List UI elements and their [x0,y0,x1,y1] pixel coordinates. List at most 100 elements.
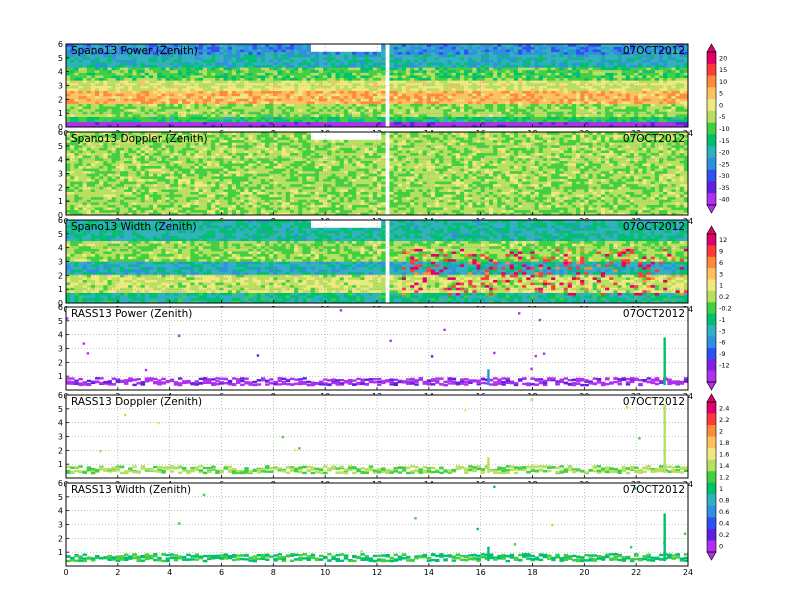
heatmap-cell [613,119,618,123]
heatmap-cell [215,56,220,60]
heatmap-cell [377,119,382,123]
heatmap-cell [472,59,477,63]
heatmap-cell [256,54,262,58]
heatmap-cell [364,77,370,81]
heatmap-cell [484,106,490,110]
heatmap-cell [165,62,170,66]
heatmap-cell [78,119,83,123]
heatmap-cell [269,106,274,110]
heatmap-cell [294,72,299,76]
heatmap-cell [393,116,399,120]
heatmap-cell [576,54,581,58]
heatmap-cell [538,64,544,68]
heatmap-cell [505,46,510,50]
heatmap-cell [381,80,386,84]
heatmap-cell [66,82,71,86]
heatmap-cell [74,54,79,58]
heatmap-cell [563,77,569,81]
heatmap-cell [335,106,340,110]
heatmap-cell [605,80,610,84]
heatmap-cell [364,98,370,102]
heatmap-cell [157,62,162,66]
heatmap-cell [497,108,502,112]
heatmap-cell [119,88,125,91]
heatmap-cell [90,178,96,182]
heatmap-cell [650,101,656,104]
heatmap-cell [596,77,602,81]
heatmap-cell [642,62,647,66]
heatmap-cell [82,119,88,123]
heatmap-cell [107,106,112,110]
heatmap-cell [397,64,403,68]
heatmap-cell [352,106,357,110]
heatmap-cell [103,88,108,91]
heatmap-cell [364,119,370,123]
heatmap-cell [401,106,407,110]
heatmap-cell [397,93,403,97]
heatmap-cell [78,64,83,68]
heatmap-cell [505,64,510,68]
heatmap-cell [617,121,622,125]
heatmap-cell [74,124,79,128]
heatmap-cell [406,67,411,71]
heatmap-cell [318,67,324,71]
heatmap-cell [103,62,108,66]
heatmap-cell [215,85,220,89]
heatmap-cell [484,88,490,91]
heatmap-cell [418,98,423,102]
heatmap-cell [335,77,340,81]
heatmap-cell [356,59,361,63]
heatmap-cell [435,93,440,97]
heatmap-cell [310,119,316,123]
heatmap-cell [459,116,465,120]
heatmap-cell [82,194,88,198]
heatmap-cell [144,56,150,60]
heatmap-cell [542,108,548,112]
heatmap-cell [244,101,249,104]
heatmap-cell [505,116,510,120]
heatmap-cell [406,121,411,125]
heatmap-cell [314,67,320,71]
heatmap-cell [165,67,170,71]
heatmap-cell [90,191,96,195]
heatmap-cell [488,75,494,79]
heatmap-cell [70,101,75,104]
heatmap-cell [298,77,303,81]
heatmap-cell [128,67,133,71]
heatmap-cell [223,119,229,123]
heatmap-cell [675,108,681,112]
heatmap-cell [285,121,291,125]
heatmap-cell [66,116,71,120]
heatmap-cell [650,75,656,79]
heatmap-cell [86,62,92,66]
heatmap-cell [480,72,486,76]
heatmap-cell [522,54,527,58]
heatmap-cell [650,114,656,117]
heatmap-cell [82,160,88,164]
heatmap-cell [95,51,100,55]
heatmap-cell [198,49,204,53]
heatmap-cell [82,191,88,195]
heatmap-cell [476,56,481,60]
heatmap-cell [157,106,162,110]
heatmap-cell [277,56,282,60]
heatmap-cell [368,54,374,58]
heatmap-cell [389,51,394,55]
heatmap-cell [132,62,137,66]
heatmap-cell [617,114,622,117]
heatmap-cell [111,95,117,99]
heatmap-cell [464,101,469,104]
heatmap-cell [675,72,681,76]
heatmap-cell [70,114,75,117]
heatmap-cell [298,93,303,97]
heatmap-cell [111,67,117,71]
heatmap-cell [613,98,618,102]
heatmap-cell [484,121,490,125]
heatmap-cell [406,114,411,117]
heatmap-cell [571,49,577,53]
heatmap-cell [244,46,249,50]
heatmap-cell [555,93,560,97]
heatmap-cell [231,59,237,63]
heatmap-cell [592,54,598,58]
heatmap-cell [186,88,191,91]
